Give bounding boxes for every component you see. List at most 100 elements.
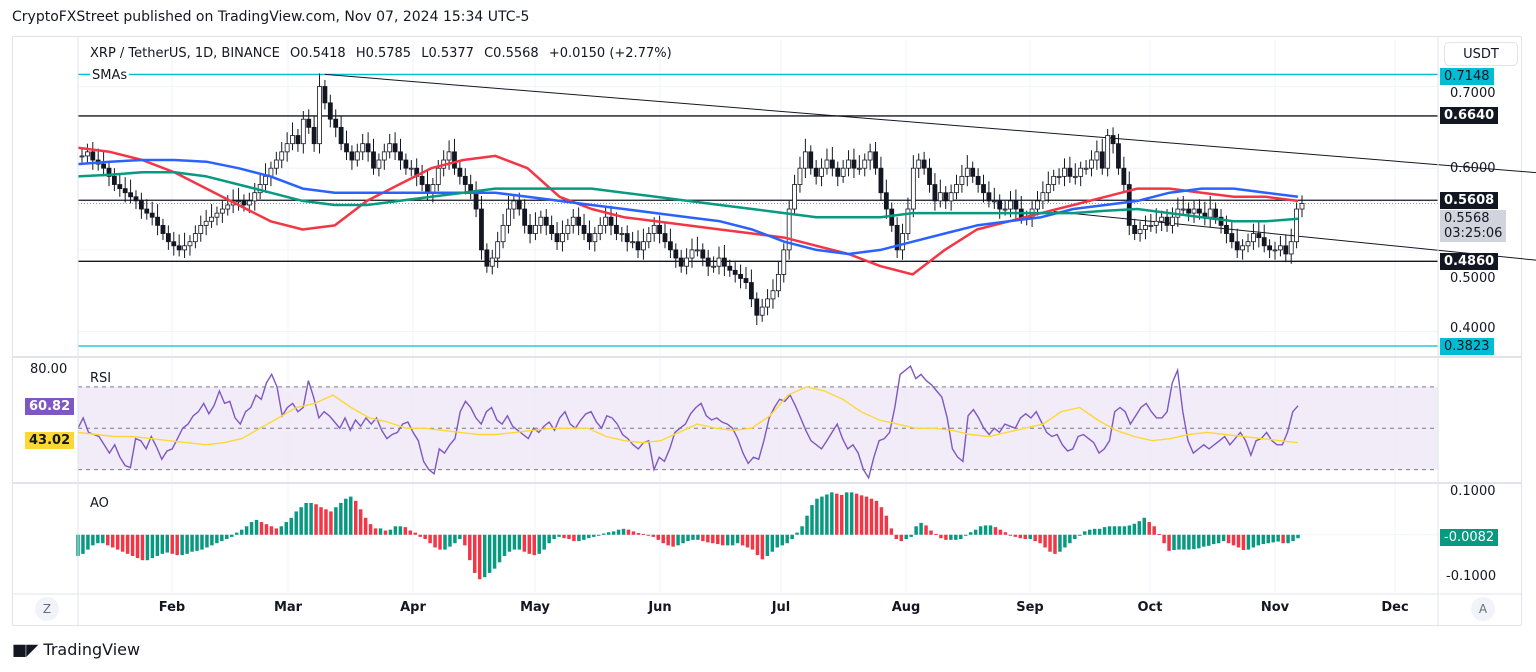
ao-bar-up <box>1172 534 1176 551</box>
currency-button[interactable]: USDT <box>1444 42 1518 66</box>
ao-bar-up <box>1182 534 1186 550</box>
candle-down <box>1067 167 1073 177</box>
ao-bar-up <box>1256 534 1261 546</box>
candle-down <box>635 241 641 251</box>
candle-up <box>775 273 781 292</box>
ao-bar-down <box>324 509 328 535</box>
ao-bar-down <box>740 534 745 546</box>
candle-down <box>700 249 706 259</box>
ao-bar-up <box>596 534 601 536</box>
ao-bar-up <box>190 534 194 552</box>
ao-bar-up <box>1286 534 1290 544</box>
ao-bar-down <box>329 511 333 535</box>
ao-bar-down <box>745 534 750 548</box>
ao-bar-up <box>1187 534 1191 550</box>
candle-up <box>802 151 808 169</box>
ao-bar-down <box>934 533 938 535</box>
ao-bar-down <box>1147 522 1151 535</box>
candle-up <box>1105 135 1111 169</box>
ao-bar-down <box>120 534 125 552</box>
ao-indicator-label[interactable]: AO <box>90 496 109 511</box>
ao-bar-down <box>1018 534 1023 539</box>
ao-bar-up <box>244 526 249 535</box>
candle-down <box>149 212 155 218</box>
price-tag-0.4860: 0.4860 <box>1440 252 1499 270</box>
ao-bar-down <box>373 528 378 535</box>
candle-down <box>484 249 490 267</box>
ao-bar-up <box>81 534 85 554</box>
candle-down <box>721 257 727 267</box>
ao-bar-up <box>1206 534 1211 546</box>
ao-bar-up <box>621 528 626 535</box>
candle-up <box>1251 233 1256 243</box>
candle-down <box>128 192 133 198</box>
rsi-axis-tick: 80.00 <box>30 362 68 377</box>
ao-bar-up <box>904 534 908 539</box>
ao-bar-up <box>195 534 199 551</box>
time-axis-month: Jun <box>648 600 672 615</box>
ao-bar-up <box>145 534 150 561</box>
candle-down <box>1213 208 1219 218</box>
candle-down <box>1229 233 1235 243</box>
ao-bar-down <box>170 534 174 554</box>
ao-bar-up <box>1261 534 1266 545</box>
symbol-label: XRP / TetherUS, 1D, BINANCE <box>90 46 280 61</box>
candle-up <box>570 216 576 226</box>
price-axis-tick: 0.5000 <box>1450 271 1496 287</box>
candle-down <box>921 159 927 169</box>
ao-bar-up <box>309 502 313 535</box>
ao-bar-up <box>497 534 502 563</box>
candle-down <box>808 151 814 169</box>
ao-bar-up <box>1063 534 1067 548</box>
auto-scale-button[interactable]: A <box>1471 597 1495 621</box>
ao-bar-down <box>1053 534 1057 554</box>
ao-bar-up <box>1087 529 1092 535</box>
ao-bar-down <box>358 509 363 535</box>
ao-bar-up <box>1192 534 1196 550</box>
candle-up <box>279 151 285 161</box>
candle-down <box>171 241 177 247</box>
ao-bar-down <box>175 534 179 556</box>
ao-bar-down <box>527 534 532 554</box>
candle-up <box>900 233 905 251</box>
candle-down <box>576 216 582 226</box>
ao-bar-down <box>319 507 323 535</box>
candle-up <box>214 212 220 218</box>
ao-bar-up <box>973 529 978 535</box>
sma-line-sma_green <box>77 171 1299 223</box>
ao-bar-up <box>815 498 819 535</box>
candle-up <box>182 245 187 251</box>
candle-down <box>1132 224 1138 234</box>
candle-down <box>160 224 166 234</box>
timezone-z-button[interactable]: Z <box>35 597 59 621</box>
ao-bar-up <box>1202 534 1206 547</box>
tradingview-logo[interactable]: ■◤ TradingView <box>12 640 140 659</box>
candle-up <box>273 159 279 169</box>
candle-down <box>748 282 754 300</box>
price-tag-0.7148: 0.7148 <box>1440 68 1494 85</box>
ao-bar-up <box>225 534 229 539</box>
ao-bar-down <box>840 494 844 535</box>
ao-bar-up <box>844 492 849 535</box>
ao-bar-down <box>924 525 928 535</box>
candle-up <box>862 159 868 169</box>
candle-down <box>333 118 339 128</box>
ao-bar-up <box>1028 534 1032 539</box>
candle-down <box>295 135 301 145</box>
ao-bar-up <box>696 534 700 540</box>
sma-indicator-label[interactable]: SMAs <box>90 68 130 83</box>
candle-up <box>435 167 441 185</box>
rsi-indicator-label[interactable]: RSI <box>90 371 112 386</box>
ao-bar-down <box>269 526 274 535</box>
candle-down <box>705 257 711 267</box>
ao-bar-up <box>378 528 383 535</box>
candle-up <box>533 224 538 234</box>
ao-bar-down <box>1157 533 1161 535</box>
candle-down <box>111 175 117 185</box>
candle-down <box>403 159 409 169</box>
candle-down <box>165 233 171 243</box>
candle-up <box>765 298 770 308</box>
candle-down <box>678 257 684 267</box>
candle-up <box>511 200 517 210</box>
